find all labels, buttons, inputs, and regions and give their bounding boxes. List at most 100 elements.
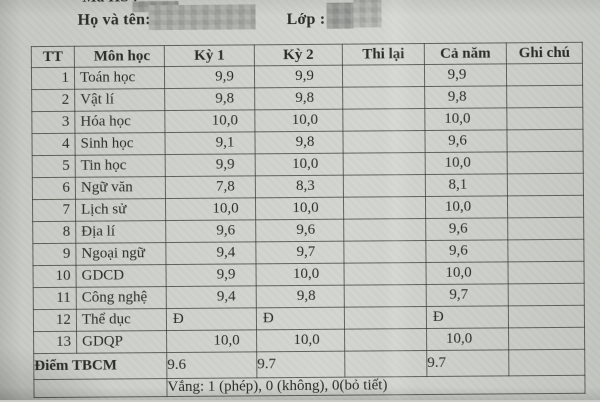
semester1-score: 9,4	[166, 285, 257, 309]
year-score: 10,0	[425, 151, 508, 175]
grades-table: TT Môn học Kỳ 1 Kỳ 2 Thi lại Cả năm Ghi …	[31, 42, 586, 398]
col-header-note: Ghi chú	[506, 42, 583, 64]
summary-year-score: 9.7	[426, 349, 509, 377]
student-name-redaction	[148, 4, 256, 31]
semester1-score: Đ	[166, 307, 257, 331]
row-number: 10	[33, 265, 77, 288]
note-cell	[507, 195, 584, 218]
retake-score	[343, 218, 426, 242]
subject-name: Địa lí	[75, 220, 166, 244]
note-cell	[507, 173, 584, 196]
row-number: 12	[33, 309, 77, 332]
year-score: 10,0	[426, 327, 509, 351]
subject-name: Ngoại ngữ	[75, 242, 167, 266]
semester2-score: 8,3	[255, 175, 344, 198]
student-id-label: Mã HS :	[82, 0, 138, 7]
summary-note	[508, 349, 585, 376]
subject-name: Tin học	[75, 154, 166, 178]
row-number: 9	[32, 243, 77, 266]
note-cell	[508, 327, 585, 350]
semester2-score: 9,7	[255, 241, 344, 264]
retake-score	[344, 306, 427, 330]
row-number: 11	[33, 287, 77, 310]
note-cell	[506, 85, 583, 108]
retake-score	[344, 284, 427, 308]
row-number: 3	[31, 111, 75, 134]
col-header-sem1: Kỳ 1	[164, 44, 255, 67]
retake-score	[342, 64, 425, 88]
col-header-subject: Môn học	[74, 45, 165, 68]
row-number: 4	[31, 133, 76, 156]
semester2-score: 9,6	[255, 219, 344, 242]
semester2-score: 10,0	[256, 329, 345, 352]
note-cell	[508, 305, 585, 328]
summary-retake-score	[344, 350, 427, 378]
subject-name: Thể dục	[76, 308, 167, 332]
semester1-score: 10,0	[164, 109, 255, 133]
note-cell	[507, 239, 584, 262]
year-score: 8,1	[425, 173, 508, 197]
subject-name: GDCD	[76, 264, 167, 288]
year-score: 9,6	[424, 129, 508, 153]
col-header-year: Cả năm	[424, 42, 507, 65]
summary-label: Điểm TBCM	[33, 352, 167, 380]
absence-row: Vắng: 1 (phép), 0 (không), 0(bỏ tiết)	[33, 375, 586, 398]
subject-name: GDQP	[76, 330, 167, 354]
year-score: 10,0	[425, 261, 509, 285]
retake-score	[343, 174, 426, 198]
semester1-score: 7,8	[165, 175, 256, 199]
semester2-score: 9,9	[254, 65, 343, 88]
summary-sem2-score: 9.7	[256, 351, 345, 378]
semester1-score: 9,4	[165, 241, 257, 265]
retake-score	[342, 86, 425, 110]
row-number: 13	[33, 331, 77, 354]
semester1-score: 9,9	[165, 153, 256, 177]
semester1-score: 9,8	[164, 87, 255, 111]
retake-score	[343, 196, 426, 220]
year-score: 10,0	[424, 107, 507, 131]
subject-name: Sinh học	[74, 132, 166, 156]
note-cell	[507, 217, 584, 240]
semester1-score: 9,9	[164, 65, 255, 89]
retake-score	[343, 262, 427, 286]
retake-score	[344, 328, 427, 352]
semester2-score: 10,0	[255, 197, 344, 220]
semester2-score: 10,0	[254, 109, 343, 132]
row-number: 5	[32, 155, 76, 178]
col-header-tt: TT	[31, 46, 75, 68]
note-cell	[506, 107, 583, 130]
semester1-score: 10,0	[166, 329, 257, 353]
row-number: 1	[31, 67, 75, 90]
semester1-score: 10,0	[165, 197, 256, 221]
summary-sem1-score: 9.6	[166, 351, 257, 379]
row-number: 8	[32, 221, 76, 244]
year-score: 9,6	[425, 239, 508, 263]
year-score: Đ	[426, 305, 509, 329]
semester2-score: 10,0	[256, 263, 345, 286]
col-header-sem2: Kỳ 2	[254, 44, 343, 66]
row-number: 6	[32, 177, 76, 200]
subject-name: Hóa học	[74, 110, 165, 134]
semester2-score: 9,8	[254, 87, 343, 110]
col-header-retake: Thi lại	[342, 43, 425, 66]
subject-name: Toán học	[74, 66, 165, 90]
retake-score	[342, 108, 425, 132]
semester2-score: 9,8	[254, 131, 344, 154]
row-number: 2	[31, 89, 75, 112]
semester1-score: 9,9	[166, 263, 257, 287]
subject-name: Vật lí	[74, 88, 165, 112]
subject-name: Ngữ văn	[75, 176, 166, 200]
subject-name: Công nghệ	[76, 286, 167, 310]
class-redaction-light	[353, 0, 382, 28]
semester1-score: 9,1	[164, 131, 256, 155]
semester1-score: 9,6	[165, 219, 256, 243]
semester2-score: Đ	[256, 307, 345, 330]
subject-name: Lịch sử	[75, 198, 166, 222]
row-number: 7	[32, 199, 76, 222]
note-cell	[506, 63, 583, 86]
note-cell	[506, 129, 584, 152]
class-label: Lớp :	[286, 10, 326, 29]
semester2-score: 10,0	[255, 153, 344, 176]
